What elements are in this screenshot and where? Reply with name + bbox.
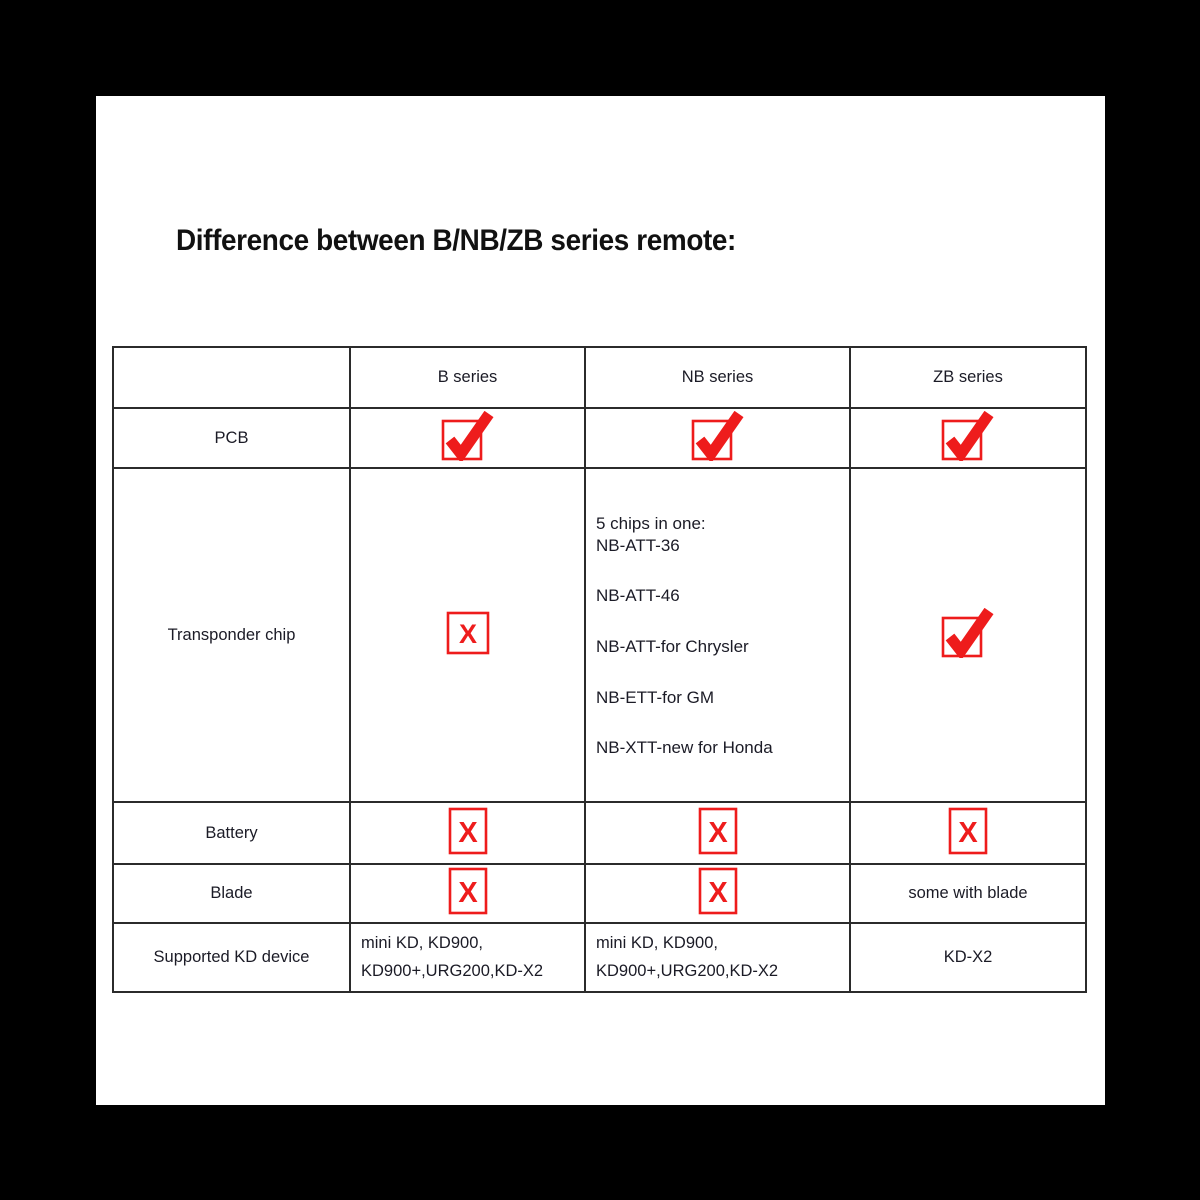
kd-device-line: mini KD, KD900, bbox=[596, 934, 718, 952]
table-row: Transponder chip X 5 chips in one: NB-AT… bbox=[112, 467, 1087, 803]
svg-text:X: X bbox=[458, 877, 478, 909]
kd-device-list: mini KD, KD900, KD900+,URG200,KD-X2 bbox=[586, 924, 849, 991]
chip-list-item: NB-ATT-36 bbox=[596, 535, 680, 555]
chip-list-item: NB-ETT-for GM bbox=[596, 687, 715, 707]
cross-box-icon: X bbox=[948, 807, 988, 855]
cell-pcb-b bbox=[349, 407, 586, 469]
chip-list-item: NB-ATT-for Chrysler bbox=[596, 637, 749, 656]
table-row: Supported KD device mini KD, KD900, KD90… bbox=[112, 921, 1087, 994]
page-title: Difference between B/NB/ZB series remote… bbox=[176, 224, 736, 257]
cell-transponder-zb bbox=[849, 467, 1087, 803]
cell-transponder-b: X bbox=[349, 467, 586, 803]
chip-list-lead: 5 chips in one: bbox=[596, 513, 706, 533]
cross-box-icon: X bbox=[698, 807, 738, 855]
cross-box-icon: X bbox=[448, 867, 488, 915]
cross-box-icon: X bbox=[698, 867, 738, 915]
header-nb-series: NB series bbox=[584, 346, 851, 409]
row-label-pcb: PCB bbox=[112, 407, 351, 469]
header-feature bbox=[112, 346, 351, 409]
cell-blade-zb: some with blade bbox=[849, 863, 1087, 924]
svg-text:X: X bbox=[708, 877, 728, 909]
kd-device-line: KD900+,URG200,KD-X2 bbox=[361, 961, 544, 980]
svg-text:X: X bbox=[708, 817, 728, 849]
table-row: PCB bbox=[112, 407, 1087, 469]
header-zb-series: ZB series bbox=[849, 346, 1087, 409]
chip-list: 5 chips in one: NB-ATT-36 NB-ATT-46 NB-A… bbox=[586, 502, 849, 768]
table-row: Battery X X bbox=[112, 801, 1087, 865]
cross-box-icon: X bbox=[448, 807, 488, 855]
svg-text:X: X bbox=[458, 817, 478, 849]
cell-battery-b: X bbox=[349, 801, 586, 865]
row-label-transponder-chip: Transponder chip bbox=[112, 467, 351, 803]
check-box-icon bbox=[941, 410, 995, 461]
kd-device-list: mini KD, KD900, KD900+,URG200,KD-X2 bbox=[351, 924, 584, 991]
comparison-table: B series NB series ZB series PCB bbox=[112, 346, 1087, 994]
comparison-table-container: B series NB series ZB series PCB bbox=[112, 346, 1087, 994]
check-box-icon bbox=[441, 410, 495, 461]
cell-kd-b: mini KD, KD900, KD900+,URG200,KD-X2 bbox=[349, 921, 586, 994]
cell-kd-nb: mini KD, KD900, KD900+,URG200,KD-X2 bbox=[584, 921, 851, 994]
cell-blade-b: X bbox=[349, 863, 586, 924]
row-label-supported-kd-device: Supported KD device bbox=[112, 921, 351, 994]
cell-blade-nb: X bbox=[584, 863, 851, 924]
svg-text:X: X bbox=[458, 619, 476, 649]
cross-box-icon: X bbox=[446, 611, 490, 655]
table-row: Blade X X bbox=[112, 863, 1087, 924]
check-box-icon bbox=[691, 410, 745, 461]
check-box-icon bbox=[941, 607, 995, 658]
chip-list-item: NB-ATT-46 bbox=[596, 586, 680, 606]
cell-pcb-nb bbox=[584, 407, 851, 469]
cell-pcb-zb bbox=[849, 407, 1087, 469]
cell-battery-nb: X bbox=[584, 801, 851, 865]
row-label-blade: Blade bbox=[112, 863, 351, 924]
chip-list-item: NB-XTT-new for Honda bbox=[596, 738, 773, 758]
kd-device-line: mini KD, KD900, bbox=[361, 934, 483, 952]
cell-battery-zb: X bbox=[849, 801, 1087, 865]
kd-device-line: KD900+,URG200,KD-X2 bbox=[596, 961, 779, 980]
cell-transponder-nb: 5 chips in one: NB-ATT-36 NB-ATT-46 NB-A… bbox=[584, 467, 851, 803]
header-b-series: B series bbox=[349, 346, 586, 409]
document-page: Difference between B/NB/ZB series remote… bbox=[96, 96, 1105, 1105]
cell-kd-zb: KD-X2 bbox=[849, 921, 1087, 994]
svg-text:X: X bbox=[958, 817, 978, 849]
table-header-row: B series NB series ZB series bbox=[112, 346, 1087, 409]
row-label-battery: Battery bbox=[112, 801, 351, 865]
